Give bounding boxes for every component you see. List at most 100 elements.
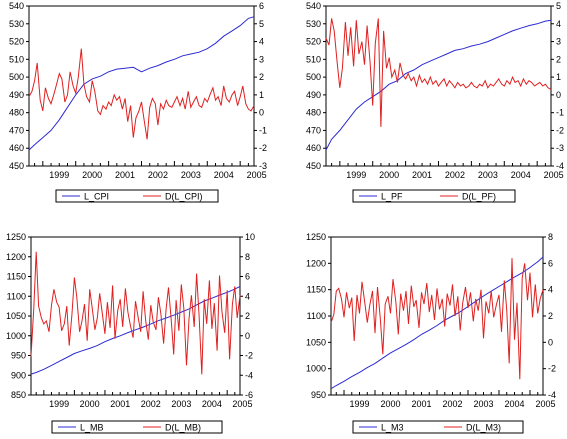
- x-axis-tick-label: 2005: [232, 399, 252, 409]
- chart-panel-1: 450 460 470 480 490 500 510 520 530 540 -3 -2 -1 0 1 2 3…: [9, 1, 267, 203]
- series-line-l-pf: [325, 19, 552, 151]
- series-line-d-l-pf: [325, 18, 552, 127]
- x-axis-tick-label: 2000: [80, 399, 100, 409]
- left-axis-tick-label: 530: [9, 19, 24, 29]
- right-axis-tick-label: 3: [556, 37, 561, 47]
- right-axis-tick-label: -2: [259, 143, 267, 153]
- legend-box: [51, 420, 223, 434]
- right-axis-tick-label: -1: [556, 108, 564, 118]
- left-axis-tick-label: 1250: [306, 232, 326, 242]
- left-axis-tick-label: 1050: [306, 337, 326, 347]
- left-axis-tick-label: 480: [9, 108, 24, 118]
- right-axis-tick-label: 2: [556, 54, 561, 64]
- left-axis-tick-label: 460: [9, 143, 24, 153]
- right-axis-tick-label: 4: [556, 19, 561, 29]
- left-axis-tick-label: 1150: [7, 272, 26, 282]
- right-axis-tick-label: 0: [548, 337, 553, 347]
- left-axis-tick-label: 460: [306, 143, 321, 153]
- x-axis-tick-label: 2001: [412, 170, 432, 180]
- x-axis-tick-label: 2004: [511, 170, 531, 180]
- right-axis-tick-label: 2: [245, 311, 250, 321]
- x-axis-tick-label: 1999: [346, 170, 366, 180]
- x-axis-tick-label: 2002: [445, 170, 465, 180]
- plot-frame: [30, 236, 241, 396]
- right-axis-tick-label: 4: [259, 37, 264, 47]
- left-axis-tick-label: 950: [11, 351, 26, 361]
- left-axis-tick-label: 1050: [6, 311, 26, 321]
- right-axis-tick-label: 4: [245, 291, 250, 301]
- x-axis-tick-label: 2003: [473, 399, 493, 409]
- legend-label: L_M3: [381, 423, 404, 433]
- legend-label: D(L_M3): [466, 423, 501, 433]
- left-axis-tick-label: 500: [306, 72, 321, 82]
- legend-label: D(L_MB): [165, 423, 201, 433]
- legend: L_M3 D(L_M3): [352, 420, 524, 434]
- x-axis-tick-label: 2003: [478, 170, 498, 180]
- left-axis-tick-label: 540: [306, 1, 321, 11]
- left-axis-tick-label: 480: [306, 108, 321, 118]
- series-line-d-l-mb: [30, 251, 241, 375]
- x-axis-tick-label: 1999: [349, 399, 369, 409]
- left-axis-tick-label: 1200: [306, 258, 326, 268]
- left-axis-tick-label: 490: [9, 90, 24, 100]
- left-axis-tick-label: 950: [311, 390, 326, 400]
- left-axis-tick-label: 1000: [306, 364, 326, 374]
- right-axis-tick-label: 2: [548, 311, 553, 321]
- x-axis-tick-label: 2003: [171, 399, 191, 409]
- x-axis-tick-label: 2005: [544, 170, 564, 180]
- x-axis-tick-label: 2004: [202, 399, 222, 409]
- x-axis-tick-label: 2001: [411, 399, 431, 409]
- right-axis-tick-label: -4: [548, 390, 556, 400]
- chart-panel-4: 950 1000 1050 1100 1150 1200 1250 -4 -2 0 2 4 6 8 1999…: [306, 232, 556, 434]
- x-axis-tick-label: 2002: [442, 399, 462, 409]
- x-axis-tick-label: 2001: [115, 170, 135, 180]
- left-axis-tick-label: 470: [306, 125, 321, 135]
- series-line-l-mb: [30, 285, 241, 375]
- series-line-d-l-cpi: [28, 48, 255, 140]
- right-axis-tick-label: 3: [259, 54, 264, 64]
- series-line-d-l-m3: [330, 258, 544, 380]
- legend-label: L_MB: [80, 423, 104, 433]
- right-axis-tick-label: -2: [548, 364, 556, 374]
- right-axis-tick-label: -3: [556, 143, 564, 153]
- left-axis-tick-label: 450: [9, 161, 24, 171]
- x-axis-tick-label: 2000: [82, 170, 102, 180]
- right-axis-tick-label: 6: [245, 272, 250, 282]
- x-axis-tick-label: 1999: [49, 399, 69, 409]
- right-axis-tick-label: 8: [548, 232, 553, 242]
- left-axis-tick-label: 900: [11, 370, 26, 380]
- right-axis-tick-label: 10: [245, 232, 255, 242]
- legend-label: D(L_PF): [462, 192, 496, 202]
- left-axis-tick-label: 850: [11, 390, 26, 400]
- left-axis-tick-label: 1150: [307, 285, 326, 295]
- left-axis-tick-label: 1000: [6, 331, 26, 341]
- legend-label: L_PF: [381, 192, 403, 202]
- left-axis-tick-label: 520: [306, 37, 321, 47]
- left-axis-tick-label: 500: [9, 72, 24, 82]
- left-axis-tick-label: 510: [306, 54, 321, 64]
- right-axis-tick-label: 1: [259, 90, 264, 100]
- chart-panel-3: 850 900 950 1000 1050 1100 1150 1200 1250 -6 -4 -2 0…: [6, 232, 255, 434]
- x-axis-tick-label: 2004: [504, 399, 524, 409]
- right-axis-tick-label: -1: [259, 125, 267, 135]
- x-axis-tick-label: 2003: [181, 170, 201, 180]
- legend-box: [352, 189, 516, 203]
- left-axis-tick-label: 1100: [307, 311, 326, 321]
- x-axis-tick-label: 2005: [535, 399, 555, 409]
- legend: L_CPI D(L_CPI): [55, 189, 219, 203]
- left-axis-tick-label: 540: [9, 1, 24, 11]
- left-axis-tick-label: 1250: [6, 232, 26, 242]
- x-axis-tick-label: 1999: [49, 170, 69, 180]
- left-axis-tick-label: 520: [9, 37, 24, 47]
- left-axis-tick-label: 510: [9, 54, 24, 64]
- right-axis-tick-label: -3: [259, 161, 267, 171]
- right-axis-tick-label: 6: [548, 258, 553, 268]
- right-axis-tick-label: -4: [245, 370, 253, 380]
- right-axis-tick-label: -6: [245, 390, 253, 400]
- right-axis-tick-label: 1: [556, 72, 561, 82]
- left-axis-tick-label: 1200: [6, 252, 26, 262]
- x-axis-tick-label: 2001: [110, 399, 130, 409]
- legend-label: L_CPI: [84, 192, 109, 202]
- right-axis-tick-label: 4: [548, 285, 553, 295]
- right-axis-tick-label: 0: [245, 331, 250, 341]
